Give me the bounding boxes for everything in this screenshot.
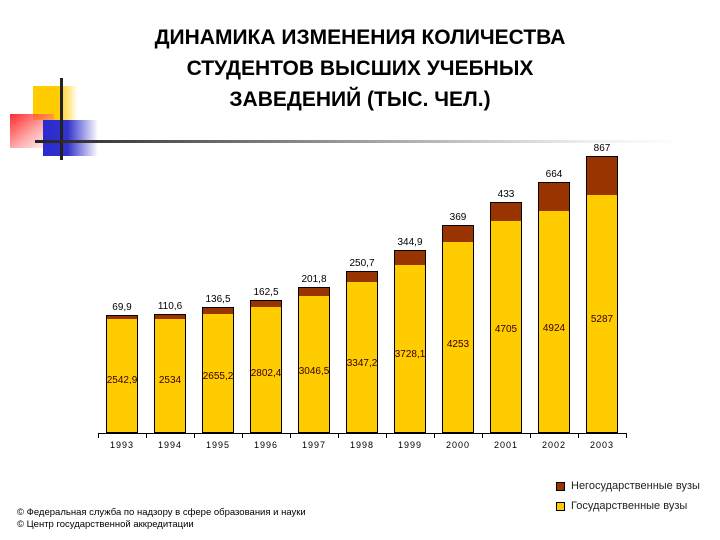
bar-1997 xyxy=(298,286,330,433)
bar-segment-nonstate xyxy=(538,181,570,213)
x-axis-label: 1994 xyxy=(157,440,183,450)
bar-segment-nonstate xyxy=(490,201,522,223)
x-axis-label: 1993 xyxy=(109,440,135,450)
bar-1998 xyxy=(346,271,378,433)
x-axis-label: 1995 xyxy=(205,440,231,450)
stacked-bar-chart: 69,9 2542,9 1993 110,6 2534 1994 136,5 2655,2 19… xyxy=(98,143,627,450)
bar-segment-nonstate xyxy=(586,156,618,197)
state-value-label: 2802,4 xyxy=(250,368,282,379)
x-axis-tick xyxy=(98,433,99,438)
x-axis-label: 2001 xyxy=(493,440,519,450)
x-axis-label: 1997 xyxy=(301,440,327,450)
chart-title: ДИНАМИКА ИЗМЕНЕНИЯ КОЛИЧЕСТВА СТУДЕНТОВ … xyxy=(154,26,566,111)
bar-segment-state xyxy=(538,211,570,433)
bar-segment-nonstate xyxy=(442,225,474,243)
x-axis xyxy=(98,433,626,434)
bar-2001 xyxy=(490,201,522,433)
nonstate-value-label: 162,5 xyxy=(253,286,279,298)
x-axis-tick xyxy=(338,433,339,438)
state-value-label: 3728,1 xyxy=(394,349,426,360)
nonstate-value-label: 110,6 xyxy=(157,300,183,312)
x-axis-label: 1996 xyxy=(253,440,279,450)
decorative-horizontal-line xyxy=(35,140,685,143)
x-axis-label: 2002 xyxy=(541,440,567,450)
bar-2000 xyxy=(442,225,474,433)
state-value-label: 4924 xyxy=(542,323,566,334)
x-axis-tick xyxy=(242,433,243,438)
nonstate-value-label: 201,8 xyxy=(301,273,327,285)
x-axis-tick xyxy=(386,433,387,438)
bar-1994 xyxy=(154,313,186,433)
state-value-label: 5287 xyxy=(590,314,614,325)
legend-item-state: Государственные вузы xyxy=(556,496,700,516)
bar-segment-state xyxy=(586,195,618,433)
decorative-blue-square xyxy=(43,120,98,156)
nonstate-value-label: 433 xyxy=(497,188,515,200)
bar-1995 xyxy=(202,307,234,433)
x-axis-tick xyxy=(578,433,579,438)
nonstate-value-label: 250,7 xyxy=(349,258,375,270)
legend-label-state: Государственные вузы xyxy=(571,500,688,512)
state-swatch-icon xyxy=(556,501,565,511)
state-value-label: 3347,2 xyxy=(346,358,378,369)
source-line-1: © Федеральная служба по надзору в сфере … xyxy=(17,507,306,518)
bar-segment-state xyxy=(250,306,282,433)
bar-segment-state xyxy=(298,295,330,433)
nonstate-value-label: 136,5 xyxy=(205,294,231,306)
bar-segment-state xyxy=(154,318,186,433)
bar-segment-state xyxy=(346,282,378,433)
state-value-label: 2542,9 xyxy=(106,375,138,386)
bar-segment-state xyxy=(490,221,522,433)
bar-1996 xyxy=(250,299,282,433)
bar-1993 xyxy=(106,315,138,433)
state-value-label: 2534 xyxy=(158,375,182,386)
state-value-label: 4253 xyxy=(446,339,470,350)
x-axis-label: 2003 xyxy=(589,440,615,450)
nonstate-value-label: 369 xyxy=(449,212,467,223)
bar-segment-nonstate xyxy=(394,249,426,267)
decorative-vertical-line xyxy=(60,78,63,160)
x-axis-tick xyxy=(290,433,291,438)
bar-1999 xyxy=(394,249,426,433)
x-axis-tick xyxy=(434,433,435,438)
legend-item-nonstate: Негосударственные вузы xyxy=(556,476,700,496)
state-value-label: 3046,5 xyxy=(298,366,330,377)
bar-segment-state xyxy=(106,318,138,433)
x-axis-tick xyxy=(194,433,195,438)
state-value-label: 4705 xyxy=(494,324,518,335)
x-axis-label: 2000 xyxy=(445,440,471,450)
x-axis-label: 1998 xyxy=(349,440,375,450)
nonstate-swatch-icon xyxy=(556,481,565,491)
state-value-label: 2655,2 xyxy=(202,371,234,382)
bar-2002 xyxy=(538,181,570,433)
legend: Негосударственные вузы Государственные в… xyxy=(556,476,700,516)
legend-label-nonstate: Негосударственные вузы xyxy=(571,480,700,492)
nonstate-value-label: 867 xyxy=(593,143,611,155)
nonstate-value-label: 69,9 xyxy=(112,302,132,314)
bar-segment-state xyxy=(394,265,426,433)
x-axis-tick xyxy=(626,433,627,438)
x-axis-tick xyxy=(146,433,147,438)
bar-segment-state xyxy=(442,241,474,433)
x-axis-tick xyxy=(482,433,483,438)
bar-2003 xyxy=(586,156,618,433)
source-credits: © Федеральная служба по надзору в сфере … xyxy=(17,507,306,531)
x-axis-tick xyxy=(530,433,531,438)
nonstate-value-label: 664 xyxy=(545,168,563,180)
bar-segment-state xyxy=(202,313,234,433)
source-line-2: © Центр государственной аккредитации xyxy=(17,519,194,530)
x-axis-label: 1999 xyxy=(397,440,423,450)
nonstate-value-label: 344,9 xyxy=(397,236,423,248)
